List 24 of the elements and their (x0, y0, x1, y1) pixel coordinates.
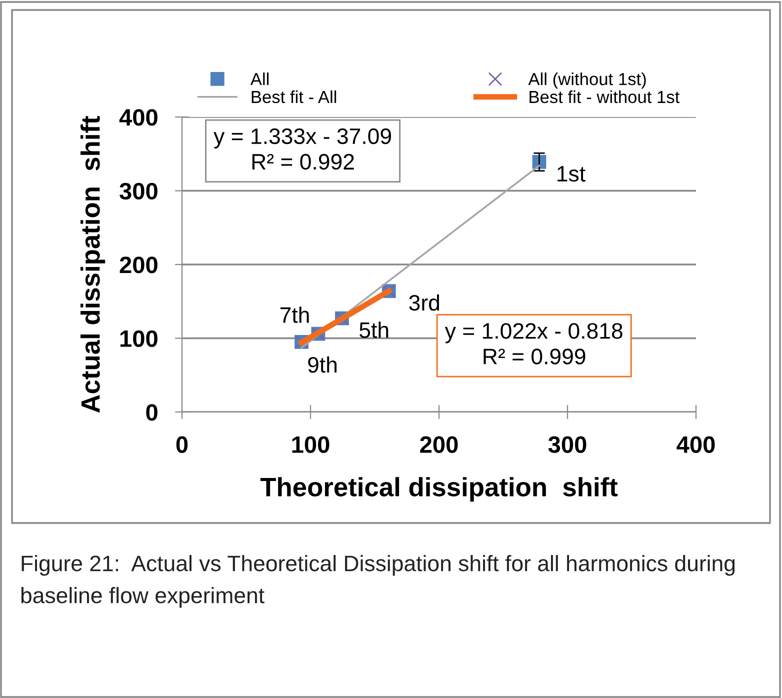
y-tick-label: 0 (146, 404, 158, 421)
y-tick-label: 200 (120, 256, 158, 274)
legend-label: Best fit - All (252, 90, 336, 104)
y-tick-label: 400 (119, 109, 158, 126)
annotation: 5th (360, 322, 388, 338)
annotation: 9th (308, 356, 337, 373)
x-tick-label: 400 (676, 436, 715, 453)
annotation: y = 1.333x - 37.09 R² = 0.992 (214, 128, 391, 170)
annotation: 7th (280, 306, 309, 323)
y-tick-label: 300 (120, 182, 158, 200)
x-tick-label: 100 (292, 436, 330, 453)
annotation: 1st (558, 166, 586, 182)
legend-label: All (without 1st) (528, 72, 646, 89)
legend-label: All (250, 72, 269, 86)
x-tick-label: 0 (176, 436, 188, 453)
annotation: 3rd (409, 294, 440, 311)
y-axis-title: Actual dissipation shift (80, 116, 106, 413)
x-tick-label: 300 (548, 436, 586, 453)
caption: Figure 21: Actual vs Theoretical Dissipation shift for all harmonics during baseline flow experiment (21, 555, 735, 608)
legend-label: Best fit - without 1st (530, 90, 680, 104)
annotation: y = 1.022x - 0.818 R² = 0.999 (444, 323, 622, 364)
x-axis-title: Theoretical dissipation shift (260, 477, 618, 502)
x-tick-label: 200 (420, 436, 458, 453)
y-tick-label: 100 (120, 330, 158, 348)
